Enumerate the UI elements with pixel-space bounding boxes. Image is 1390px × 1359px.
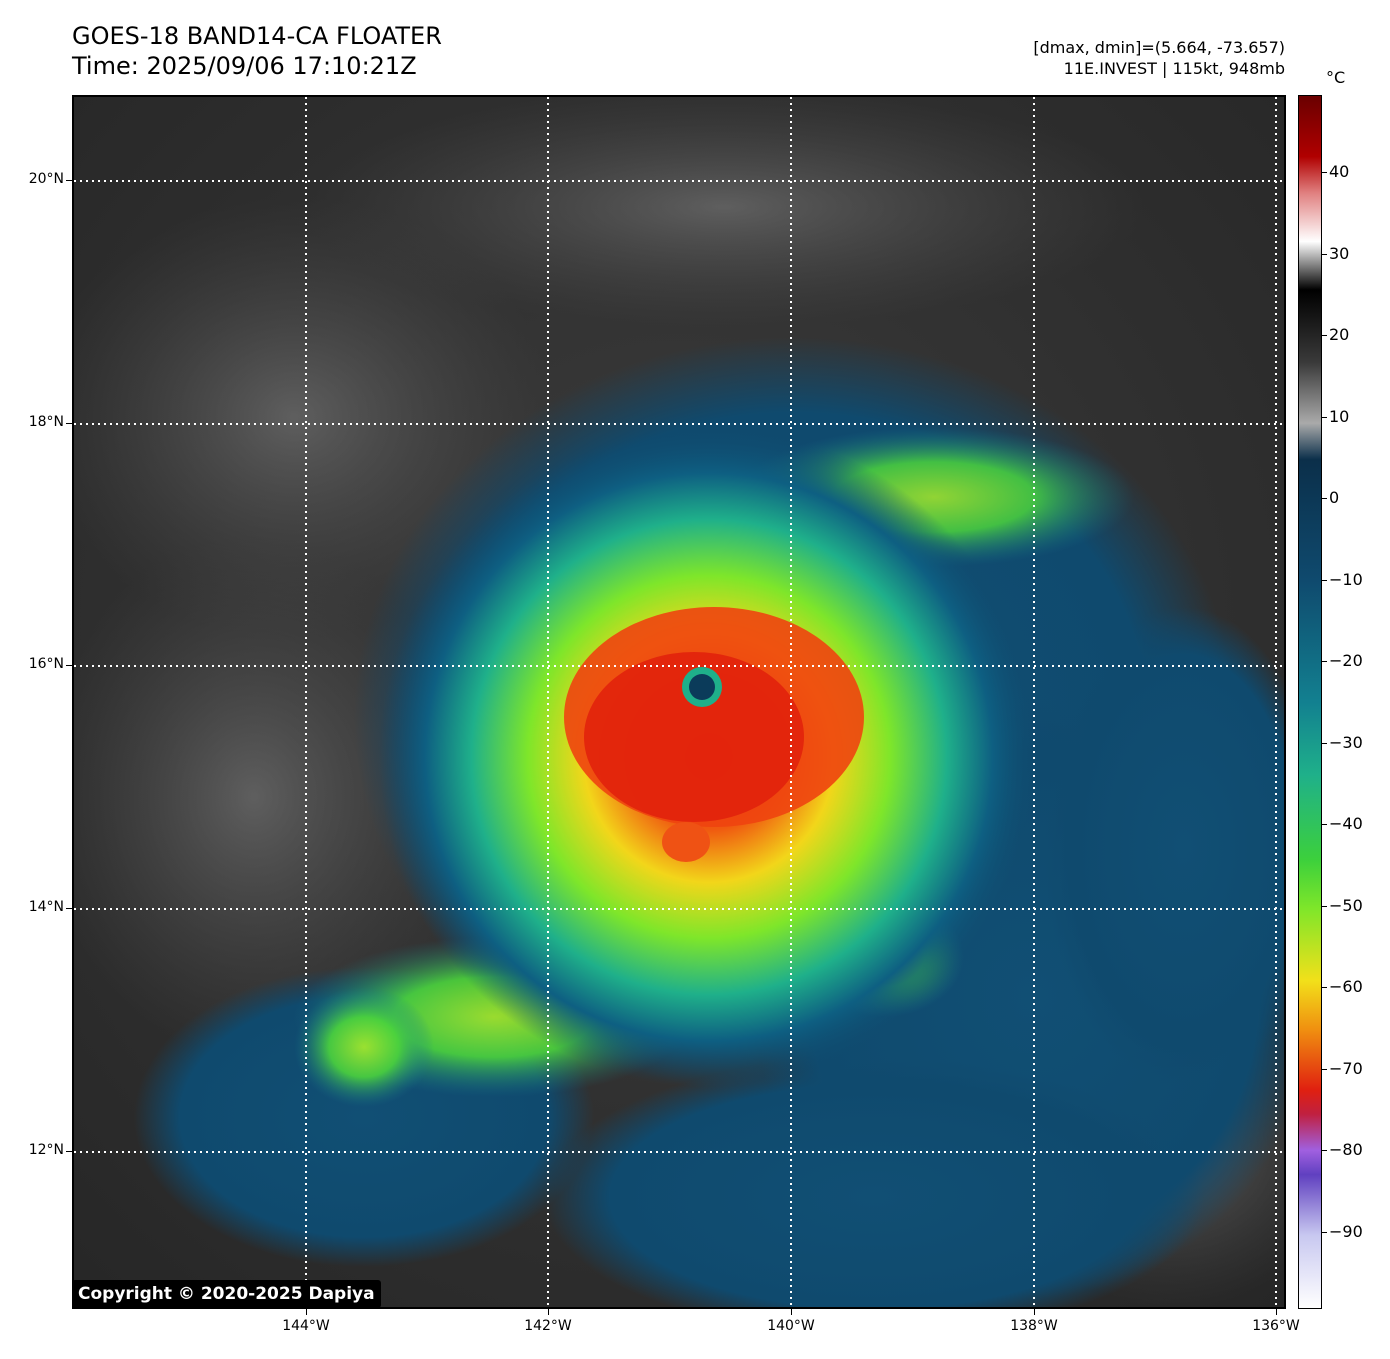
satellite-map	[72, 95, 1286, 1309]
colorbar-tick	[1322, 335, 1327, 336]
colorbar-tick	[1322, 824, 1327, 825]
colorbar-label: −10	[1329, 570, 1363, 589]
lon-label-136w: 136°W	[1252, 1318, 1300, 1334]
colorbar-tick	[1322, 580, 1327, 581]
colorbar-label: −40	[1329, 814, 1363, 833]
lon-label-142w: 142°W	[524, 1318, 572, 1334]
satellite-imagery	[74, 97, 1284, 1307]
product-title: GOES-18 BAND14-CA FLOATER	[72, 22, 442, 50]
colorbar-tick	[1322, 417, 1327, 418]
lon-tick	[306, 1309, 307, 1315]
colorbar-tick	[1322, 906, 1327, 907]
colorbar-tick	[1322, 1069, 1327, 1070]
colorbar-label: 20	[1329, 325, 1350, 344]
lon-label-140w: 140°W	[767, 1318, 815, 1334]
colorbar-label: 30	[1329, 244, 1350, 263]
colorbar-tick	[1322, 743, 1327, 744]
colorbar-unit: °C	[1326, 68, 1346, 87]
timestamp: Time: 2025/09/06 17:10:21Z	[72, 52, 417, 80]
lat-tick	[66, 423, 72, 424]
colorbar-label: 0	[1329, 488, 1340, 507]
colorbar-label: −90	[1329, 1222, 1363, 1241]
lon-label-138w: 138°W	[1010, 1318, 1058, 1334]
lat-label-16n: 16°N	[28, 656, 64, 672]
colorbar-label: −20	[1329, 651, 1363, 670]
lat-tick	[66, 180, 72, 181]
colorbar-tick	[1322, 661, 1327, 662]
colorbar-label: −50	[1329, 896, 1363, 915]
colorbar-tick	[1322, 254, 1327, 255]
temperature-colorbar	[1298, 95, 1322, 1309]
colorbar-label: −80	[1329, 1140, 1363, 1159]
lat-label-14n: 14°N	[28, 899, 64, 915]
lat-label-12n: 12°N	[28, 1142, 64, 1158]
colorbar-label: 10	[1329, 407, 1350, 426]
storm-info: 11E.INVEST | 115kt, 948mb	[1063, 59, 1285, 78]
lon-label-144w: 144°W	[282, 1318, 330, 1334]
colorbar-tick	[1322, 498, 1327, 499]
colorbar-label: −70	[1329, 1059, 1363, 1078]
lon-tick	[548, 1309, 549, 1315]
lat-label-20n: 20°N	[28, 171, 64, 187]
lon-tick	[791, 1309, 792, 1315]
colorbar-label: −60	[1329, 977, 1363, 996]
storm-eye	[689, 674, 715, 700]
lat-tick	[66, 1151, 72, 1152]
colorbar-tick	[1322, 1232, 1327, 1233]
data-range-info: [dmax, dmin]=(5.664, -73.657)	[1033, 38, 1285, 57]
colorbar-tick	[1322, 172, 1327, 173]
colorbar-tick	[1322, 1150, 1327, 1151]
colorbar-label: 40	[1329, 162, 1350, 181]
graticule	[74, 97, 1284, 1307]
colorbar-label: −30	[1329, 733, 1363, 752]
lon-tick	[1034, 1309, 1035, 1315]
colorbar-tick	[1322, 987, 1327, 988]
lat-tick	[66, 908, 72, 909]
lat-label-18n: 18°N	[28, 414, 64, 430]
lon-tick	[1276, 1309, 1277, 1315]
lat-tick	[66, 665, 72, 666]
copyright-label: Copyright © 2020-2025 Dapiya	[72, 1280, 381, 1308]
